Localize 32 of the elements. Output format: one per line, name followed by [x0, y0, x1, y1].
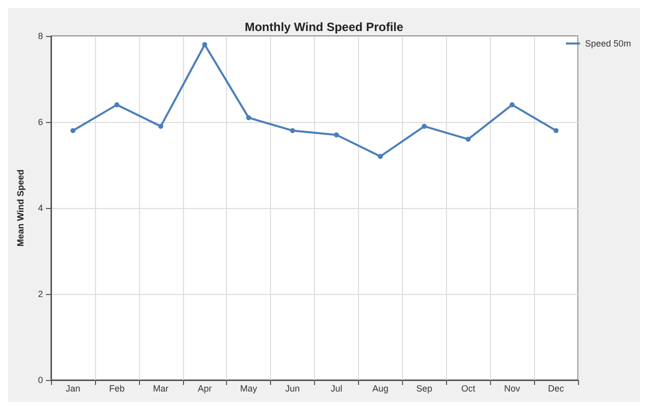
y-tick-label: 8	[38, 31, 43, 41]
point	[70, 128, 76, 134]
y-axis-title: Mean Wind Speed	[16, 170, 26, 246]
point	[466, 136, 471, 142]
x-tick-label: May	[240, 384, 258, 394]
x-tick-label: Jan	[66, 384, 80, 394]
x-tick-label: Apr	[198, 384, 212, 394]
y-tick-label: 6	[38, 117, 43, 127]
point	[290, 128, 296, 134]
x-tick-label: Dec	[548, 384, 565, 394]
point	[114, 102, 120, 108]
point	[422, 124, 427, 129]
point	[334, 132, 339, 138]
point	[158, 124, 164, 129]
point	[202, 42, 208, 48]
x-tick-label: Jul	[330, 384, 342, 394]
x-tick-label: Feb	[109, 384, 125, 394]
legend-label: Speed 50m	[584, 38, 632, 48]
y-tick-label: 0	[38, 375, 43, 385]
y-tick-label: 2	[38, 289, 43, 299]
point	[246, 115, 252, 120]
x-tick-label: Oct	[461, 384, 476, 394]
x-tick-label: Sep	[416, 384, 432, 394]
chart-title: Monthly Wind Speed Profile	[244, 20, 404, 34]
y-tick-label: 4	[38, 203, 43, 213]
x-tick-label: Nov	[504, 384, 521, 394]
point	[378, 154, 383, 159]
x-tick-label: Mar	[153, 384, 169, 394]
x-tick-label: Jun	[285, 384, 300, 394]
x-tick-label: Aug	[372, 384, 388, 394]
point	[554, 128, 559, 134]
point	[510, 102, 515, 108]
